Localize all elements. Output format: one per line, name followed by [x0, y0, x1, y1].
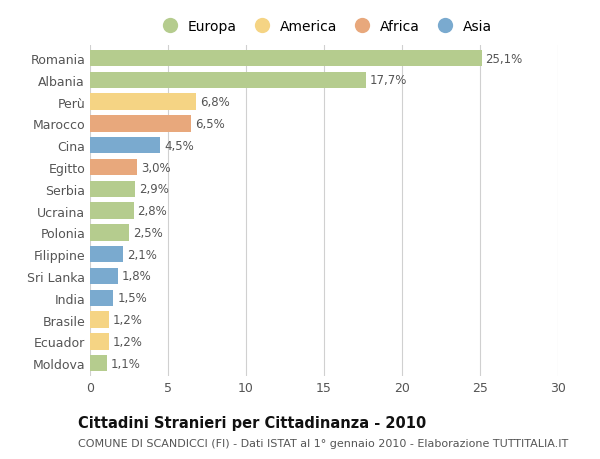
Text: 4,5%: 4,5%	[164, 140, 194, 152]
Text: Cittadini Stranieri per Cittadinanza - 2010: Cittadini Stranieri per Cittadinanza - 2…	[78, 415, 426, 431]
Bar	[90, 181, 135, 197]
Bar	[90, 138, 160, 154]
Text: 2,9%: 2,9%	[139, 183, 169, 196]
Text: 6,8%: 6,8%	[200, 96, 230, 109]
Bar	[90, 268, 118, 285]
Text: 1,2%: 1,2%	[113, 313, 142, 326]
Text: 6,5%: 6,5%	[196, 118, 225, 131]
Bar	[90, 116, 191, 132]
Bar	[90, 290, 113, 306]
Bar	[90, 312, 109, 328]
Text: 2,1%: 2,1%	[127, 248, 157, 261]
Legend: Europa, America, Africa, Asia: Europa, America, Africa, Asia	[156, 20, 492, 34]
Text: 2,8%: 2,8%	[137, 205, 167, 218]
Text: COMUNE DI SCANDICCI (FI) - Dati ISTAT al 1° gennaio 2010 - Elaborazione TUTTITAL: COMUNE DI SCANDICCI (FI) - Dati ISTAT al…	[78, 438, 568, 448]
Text: 25,1%: 25,1%	[485, 52, 523, 66]
Text: 1,5%: 1,5%	[118, 291, 147, 305]
Bar	[90, 203, 134, 219]
Bar	[90, 159, 137, 176]
Text: 17,7%: 17,7%	[370, 74, 407, 87]
Text: 3,0%: 3,0%	[140, 161, 170, 174]
Bar	[90, 246, 123, 263]
Bar	[90, 355, 107, 371]
Bar	[90, 51, 482, 67]
Bar	[90, 225, 129, 241]
Text: 1,1%: 1,1%	[111, 357, 141, 370]
Bar	[90, 94, 196, 111]
Text: 1,8%: 1,8%	[122, 270, 152, 283]
Text: 1,2%: 1,2%	[113, 335, 142, 348]
Text: 2,5%: 2,5%	[133, 226, 163, 239]
Bar	[90, 333, 109, 350]
Bar	[90, 73, 366, 89]
